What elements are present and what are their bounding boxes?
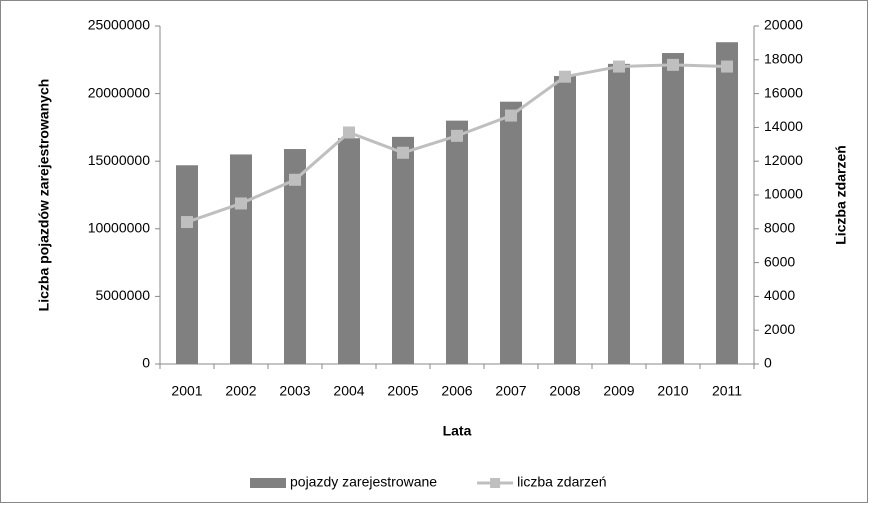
y2-tick-label: 4000 [764, 287, 795, 303]
bar [608, 63, 630, 365]
bar [338, 138, 360, 364]
legend-label: pojazdy zarejestrowane [290, 474, 437, 490]
marker [397, 146, 409, 159]
y2-tick-label: 14000 [764, 118, 803, 134]
y2-tick-label: 2000 [764, 321, 795, 337]
marker [505, 109, 517, 122]
x-tick-label: 2002 [225, 383, 256, 399]
legend-label: liczba zdarzeń [517, 474, 607, 490]
marker [613, 60, 625, 73]
y2-tick-label: 8000 [764, 220, 795, 236]
bar [554, 76, 576, 365]
y2-tick-label: 18000 [764, 51, 803, 67]
y2-tick-label: 6000 [764, 253, 795, 269]
x-tick-label: 2007 [495, 383, 526, 399]
x-tick-label: 2006 [441, 383, 472, 399]
legend-swatch [250, 478, 286, 488]
x-tick-label: 2011 [712, 383, 742, 399]
marker [343, 126, 355, 139]
x-tick-label: 2001 [171, 383, 202, 399]
marker [181, 216, 193, 229]
y2-tick-label: 10000 [764, 186, 803, 202]
y-tick-label: 5000000 [95, 287, 150, 303]
bar [662, 53, 684, 364]
marker [289, 173, 301, 186]
x-tick-label: 2003 [279, 383, 310, 399]
marker [559, 70, 571, 83]
bar [392, 136, 414, 364]
marker [721, 60, 733, 73]
y-tick-label: 10000000 [88, 220, 151, 236]
x-axis-label: Lata [443, 423, 472, 439]
bar [500, 101, 522, 364]
marker [667, 58, 679, 71]
y2-tick-label: 0 [764, 355, 772, 371]
legend-swatch [490, 478, 501, 488]
y2-tick-label: 16000 [764, 84, 803, 100]
y-tick-label: 25000000 [88, 17, 151, 33]
y-tick-label: 15000000 [88, 152, 151, 168]
bar [716, 42, 738, 364]
x-tick-label: 2010 [657, 383, 688, 399]
y2-tick-label: 20000 [764, 17, 803, 33]
x-tick-label: 2009 [603, 383, 634, 399]
y2-axis-label: Liczba zdarzeń [833, 145, 849, 245]
y-tick-label: 20000000 [88, 84, 151, 100]
y-axis-label: Liczba pojazdów zarejestrowanych [36, 79, 52, 312]
bar [284, 149, 306, 364]
x-tick-label: 2004 [333, 383, 364, 399]
marker [451, 129, 463, 142]
x-tick-label: 2008 [549, 383, 580, 399]
bar [176, 165, 198, 364]
bar [446, 120, 468, 364]
bar [230, 154, 252, 364]
y-tick-label: 0 [142, 355, 150, 371]
y2-tick-label: 12000 [764, 152, 803, 168]
x-tick-label: 2005 [387, 383, 418, 399]
marker [235, 197, 247, 210]
